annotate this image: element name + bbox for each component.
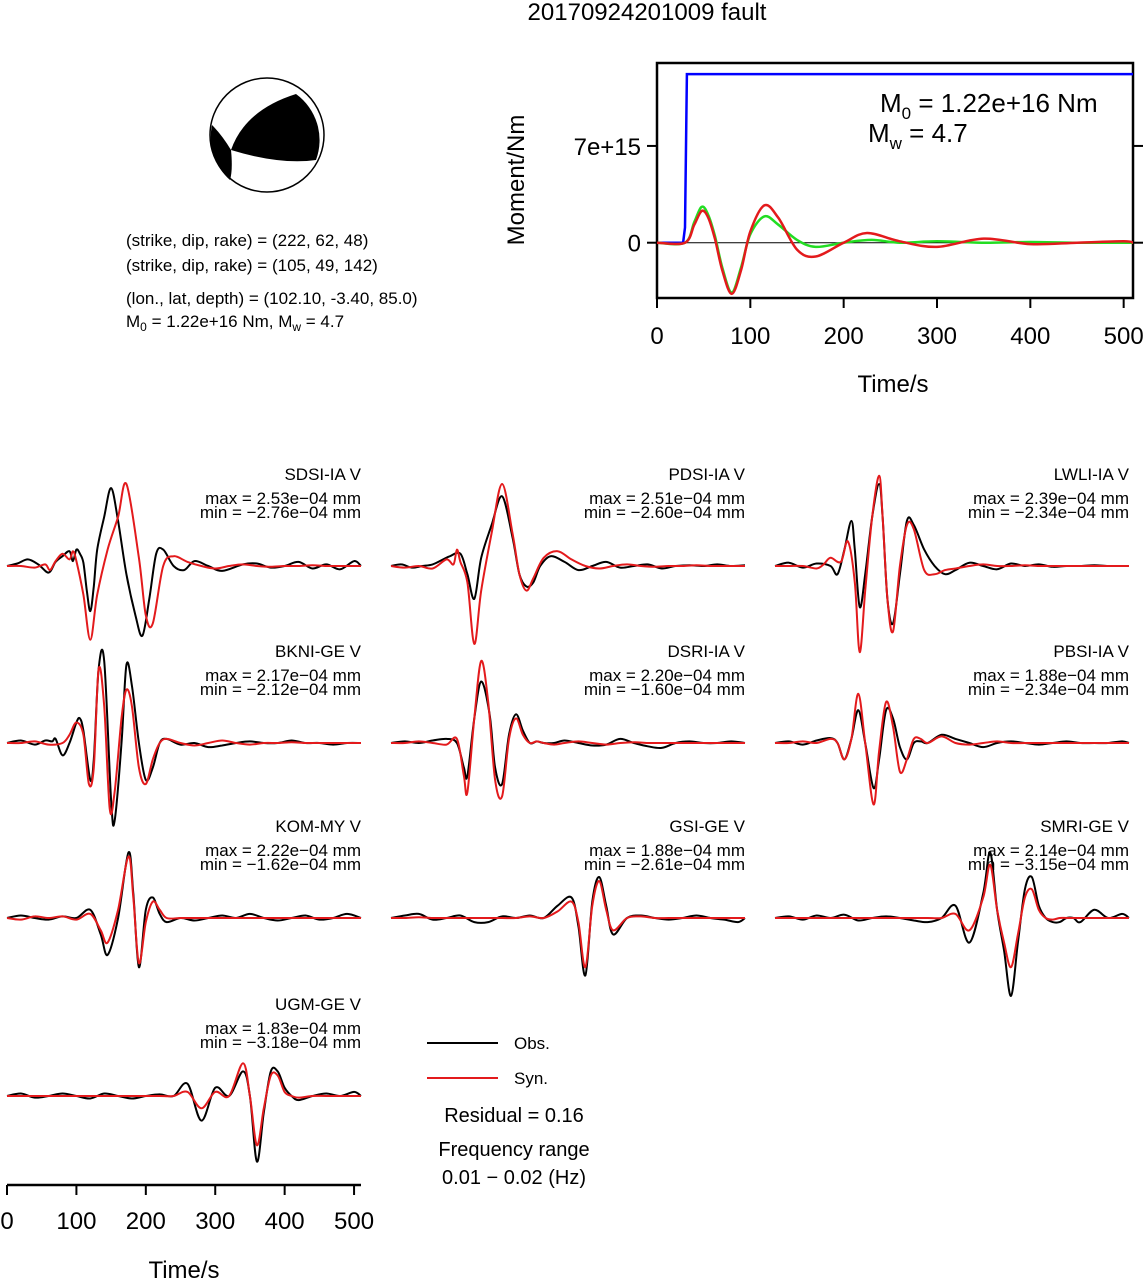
stf-xtick-label: 500 <box>1104 323 1143 350</box>
station-name: GSI-GE V <box>669 817 745 836</box>
station-name: LWLI-IA V <box>1054 465 1130 484</box>
stf-frame <box>655 61 1135 300</box>
synthetic-trace <box>6 1062 361 1147</box>
stf-mw-label: Mw = 4.7 <box>868 118 968 153</box>
station-name: SMRI-GE V <box>1040 817 1129 836</box>
waveform-xtick-label: 400 <box>265 1208 305 1235</box>
figure-title: 20170924201009 fault <box>528 0 767 26</box>
stf-ylabel: Moment/Nm <box>503 115 530 246</box>
source-time-function-panel: M0 = 1.22e+16 Nm Mw = 4.7 Moment/Nm Time… <box>503 61 1143 398</box>
station-name: BKNI-GE V <box>275 642 362 661</box>
station-min: min = −2.61e−04 mm <box>584 855 745 874</box>
station-name: UGM-GE V <box>275 995 362 1014</box>
stf-xtick-label: 400 <box>1010 323 1050 350</box>
synthetic-trace <box>6 482 361 641</box>
station-min: min = −2.60e−04 mm <box>584 503 745 522</box>
synthetic-trace <box>390 880 745 969</box>
stf-xtick-label: 300 <box>917 323 957 350</box>
station-min: min = −1.62e−04 mm <box>200 855 361 874</box>
waveform-xtick-label: 500 <box>334 1208 374 1235</box>
synthetic-trace <box>774 474 1129 654</box>
event-location: (lon., lat, depth) = (102.10, -3.40, 85.… <box>126 289 418 308</box>
station-max: max = 1.88e−04 mm <box>589 841 745 860</box>
station-max: max = 2.20e−04 mm <box>589 666 745 685</box>
station-name: PBSI-IA V <box>1053 642 1129 661</box>
station-name: SDSI-IA V <box>284 465 361 484</box>
stf-xlabel: Time/s <box>857 371 928 398</box>
beach-ball-icon <box>209 77 325 193</box>
nodal-plane-1: (strike, dip, rake) = (222, 62, 48) <box>126 231 368 250</box>
station-min: min = −3.18e−04 mm <box>200 1033 361 1052</box>
waveform-xtick-label: 300 <box>195 1208 235 1235</box>
observed-trace <box>390 876 746 977</box>
synthetic-trace <box>390 659 745 800</box>
station-name: PDSI-IA V <box>668 465 745 484</box>
stf-red-line <box>656 203 1134 296</box>
stf-ytick-label: 7e+15 <box>574 134 641 161</box>
station-name: KOM-MY V <box>275 817 361 836</box>
waveform-xtick-label: 100 <box>56 1208 96 1235</box>
waveform-xlabel: Time/s <box>148 1257 219 1281</box>
station-min: min = −2.34e−04 mm <box>968 680 1129 699</box>
frequency-range-value: 0.01 − 0.02 (Hz) <box>442 1167 586 1189</box>
legend-syn-label: Syn. <box>514 1069 548 1088</box>
synthetic-trace <box>390 482 745 645</box>
station-max: max = 2.14e−04 mm <box>973 841 1129 860</box>
legend: Obs. Syn. Residual = 0.16 Frequency rang… <box>427 1034 590 1189</box>
station-min: min = −2.12e−04 mm <box>200 680 361 699</box>
stf-xtick-label: 0 <box>650 323 663 350</box>
synthetic-trace <box>775 863 1129 969</box>
legend-obs-label: Obs. <box>514 1034 550 1053</box>
station-min: min = −3.15e−04 mm <box>968 855 1129 874</box>
stf-green-line <box>656 205 1134 294</box>
synthetic-trace <box>774 692 1129 806</box>
nodal-plane-2: (strike, dip, rake) = (105, 49, 142) <box>126 256 378 275</box>
observed-trace <box>6 1066 362 1163</box>
station-max: max = 2.53e−04 mm <box>205 489 361 508</box>
residual-label: Residual = 0.16 <box>444 1105 584 1127</box>
event-moment: M0 = 1.22e+16 Nm, Mw = 4.7 <box>126 312 344 334</box>
waveform-xtick-label: 200 <box>126 1208 166 1235</box>
station-name: DSRI-IA V <box>668 642 746 661</box>
station-max: max = 2.39e−04 mm <box>973 489 1129 508</box>
frequency-range-label: Frequency range <box>438 1139 589 1161</box>
stf-xtick-label: 100 <box>730 323 770 350</box>
station-min: min = −2.76e−04 mm <box>200 503 361 522</box>
station-max: max = 2.17e−04 mm <box>205 666 361 685</box>
station-min: min = −1.60e−04 mm <box>584 680 745 699</box>
station-max: max = 1.88e−04 mm <box>973 666 1129 685</box>
synthetic-trace <box>6 855 361 965</box>
station-min: min = −2.34e−04 mm <box>968 503 1129 522</box>
stf-m0-label: M0 = 1.22e+16 Nm <box>880 88 1098 123</box>
stf-xtick-label: 200 <box>824 323 864 350</box>
synthetic-trace <box>6 665 361 816</box>
waveform-time-axis: Time/s 0 100 200 300 400 500 <box>0 1183 374 1281</box>
station-max: max = 1.83e−04 mm <box>205 1019 361 1038</box>
station-max: max = 2.22e−04 mm <box>205 841 361 860</box>
stf-ytick-label: 0 <box>628 231 641 258</box>
waveform-xtick-label: 0 <box>0 1208 13 1235</box>
observed-trace <box>774 706 1130 790</box>
station-max: max = 2.51e−04 mm <box>589 489 745 508</box>
